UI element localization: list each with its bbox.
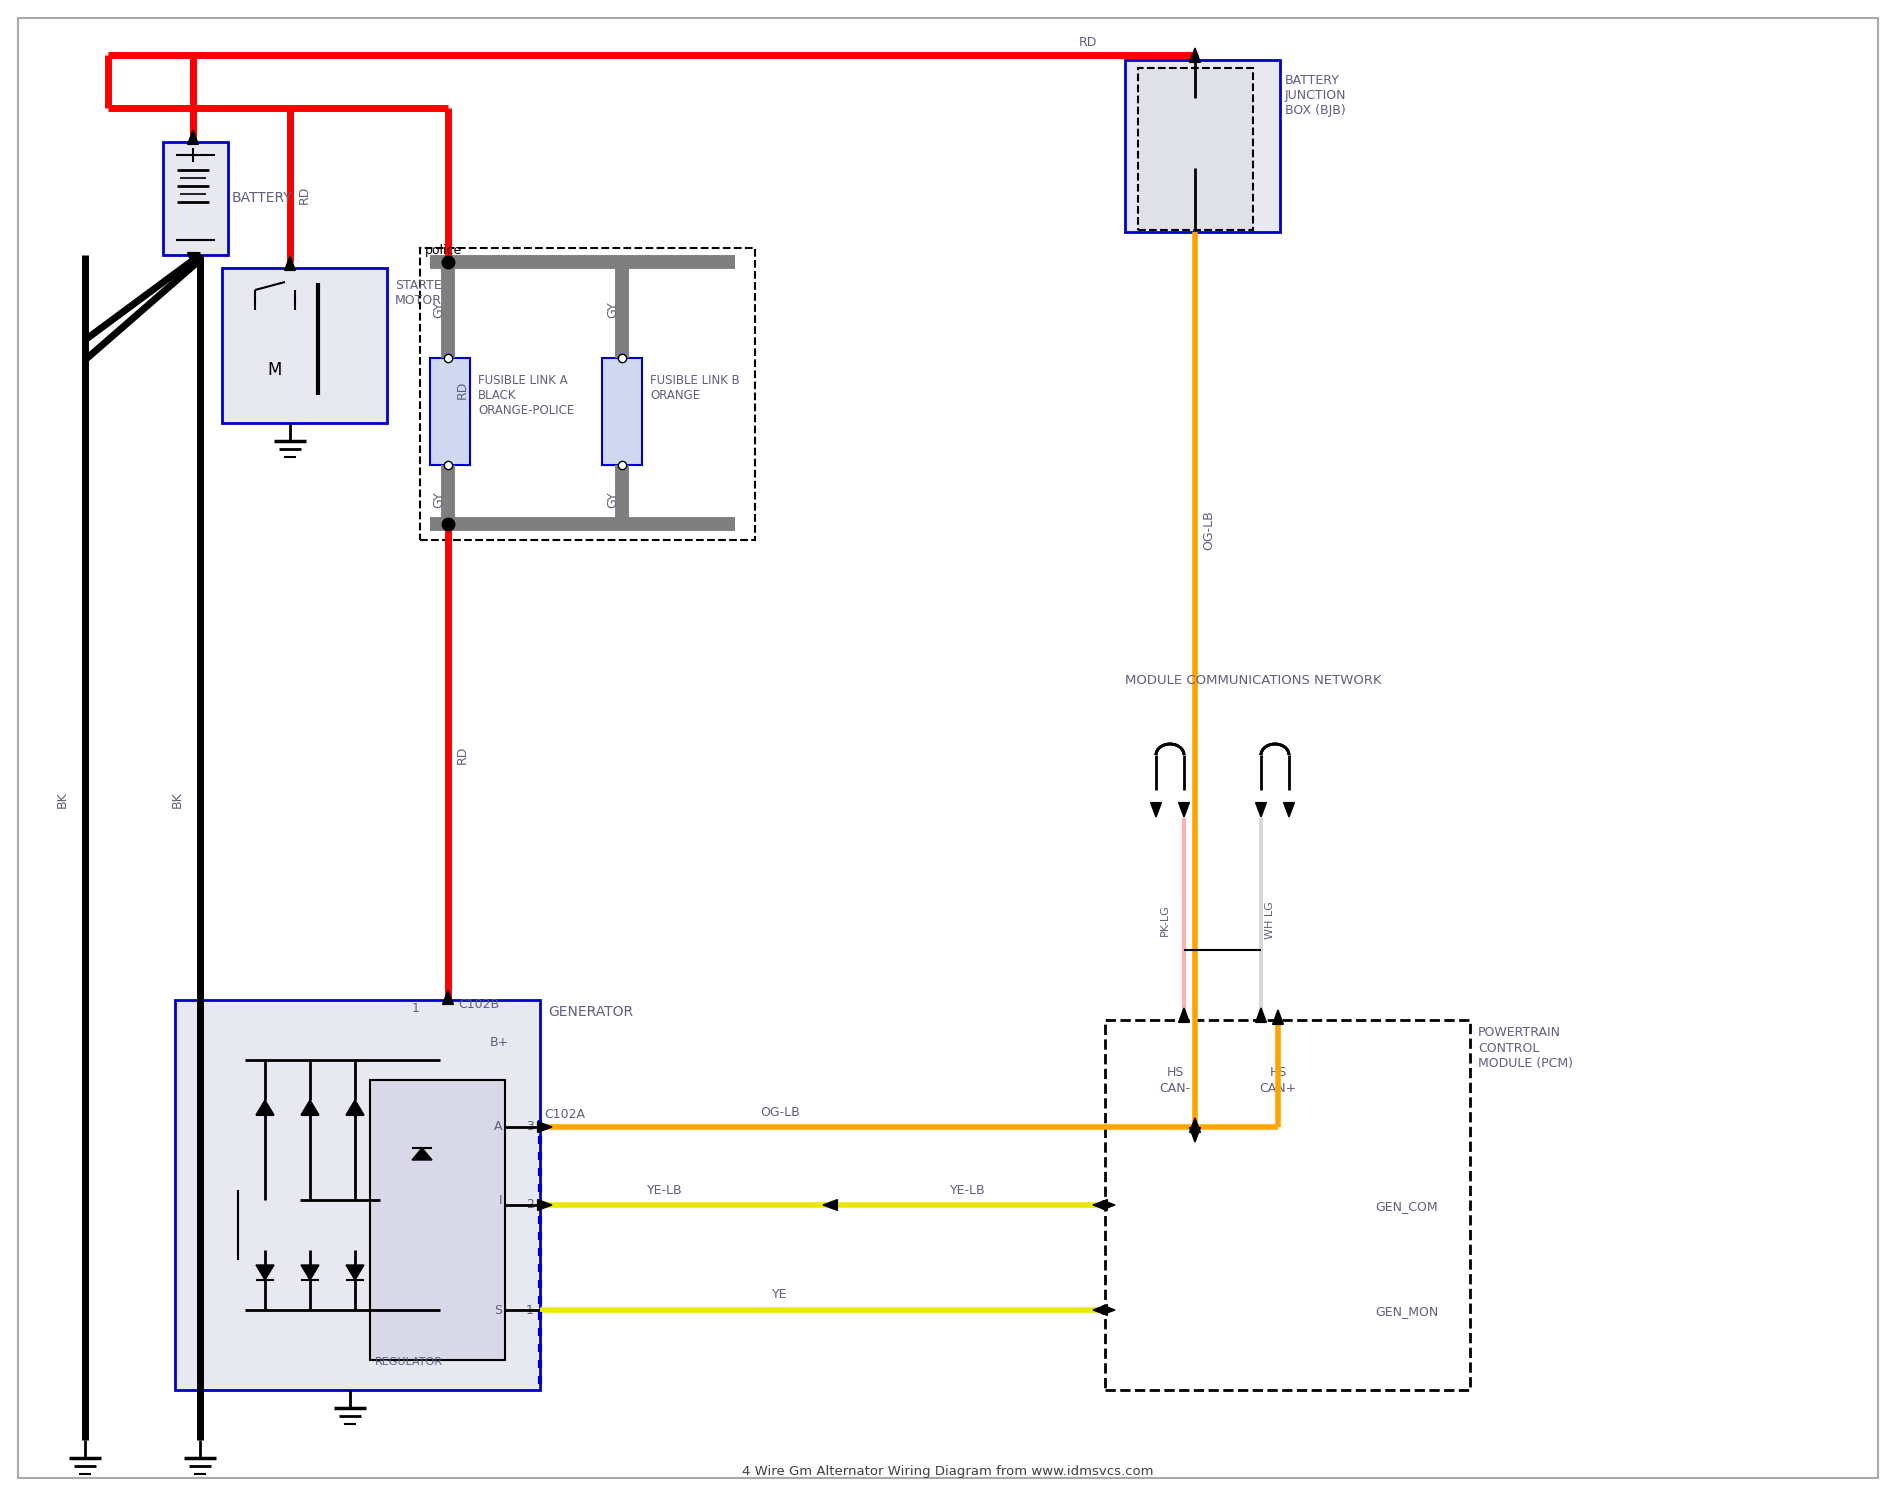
- Polygon shape: [256, 1266, 275, 1281]
- Bar: [1105, 1020, 1469, 1390]
- Text: 2: 2: [525, 1198, 535, 1212]
- Text: POWERTRAIN: POWERTRAIN: [1479, 1025, 1560, 1038]
- Text: B+: B+: [489, 1035, 510, 1049]
- Text: M: M: [267, 361, 283, 378]
- Text: YE-LB: YE-LB: [647, 1183, 683, 1197]
- Polygon shape: [411, 1147, 432, 1159]
- Text: JUNCTION: JUNCTION: [1285, 88, 1346, 102]
- Text: GENERATOR: GENERATOR: [548, 1005, 633, 1019]
- Bar: [1124, 60, 1280, 232]
- Polygon shape: [256, 1100, 275, 1115]
- Bar: [222, 268, 387, 423]
- Polygon shape: [1189, 1118, 1200, 1132]
- Polygon shape: [345, 1100, 364, 1115]
- Bar: [603, 358, 643, 465]
- Text: YE: YE: [772, 1288, 787, 1302]
- Text: CAN+: CAN+: [1259, 1082, 1297, 1095]
- Text: FUSIBLE LINK A: FUSIBLE LINK A: [478, 374, 567, 386]
- Polygon shape: [442, 990, 453, 1004]
- Polygon shape: [538, 1200, 552, 1210]
- Text: C102B: C102B: [459, 998, 499, 1011]
- Text: YE-LB: YE-LB: [950, 1183, 986, 1197]
- Text: MODULE (PCM): MODULE (PCM): [1479, 1058, 1574, 1071]
- Text: GY: GY: [432, 302, 446, 319]
- Bar: [370, 1080, 504, 1360]
- Text: STARTER: STARTER: [394, 278, 451, 292]
- Text: GY: GY: [607, 302, 618, 319]
- Text: ORANGE: ORANGE: [650, 389, 700, 401]
- Bar: [174, 999, 540, 1390]
- Text: OG-LB: OG-LB: [1202, 510, 1215, 551]
- Text: GEN_COM: GEN_COM: [1375, 1200, 1437, 1213]
- Polygon shape: [1092, 1305, 1107, 1315]
- Text: RD: RD: [457, 381, 468, 399]
- Polygon shape: [284, 256, 296, 271]
- Text: 1: 1: [525, 1303, 535, 1316]
- Text: GY: GY: [607, 492, 618, 509]
- Text: CONTROL: CONTROL: [1479, 1041, 1540, 1055]
- Text: police: police: [425, 244, 463, 256]
- Polygon shape: [1179, 802, 1189, 817]
- Bar: [1138, 67, 1253, 230]
- Text: 4 Wire Gm Alternator Wiring Diagram from www.idmsvcs.com: 4 Wire Gm Alternator Wiring Diagram from…: [741, 1466, 1155, 1478]
- Text: WH LG: WH LG: [1265, 901, 1274, 939]
- Text: RD: RD: [298, 186, 311, 203]
- Text: BK: BK: [171, 791, 184, 808]
- Text: OG-LB: OG-LB: [760, 1106, 800, 1119]
- Text: BK: BK: [55, 791, 68, 808]
- Polygon shape: [301, 1100, 319, 1115]
- Polygon shape: [1255, 1008, 1267, 1022]
- Polygon shape: [1092, 1200, 1107, 1210]
- Text: RD: RD: [457, 747, 468, 764]
- Text: RD: RD: [1079, 36, 1098, 48]
- Polygon shape: [1189, 48, 1200, 63]
- Text: FUSIBLE LINK B: FUSIBLE LINK B: [650, 374, 739, 386]
- Bar: [163, 142, 228, 254]
- Text: BLACK: BLACK: [478, 389, 516, 401]
- Text: GEN_MON: GEN_MON: [1375, 1306, 1439, 1318]
- Text: PK-LG: PK-LG: [1160, 904, 1170, 936]
- Text: BOX (BJB): BOX (BJB): [1285, 103, 1346, 117]
- Text: A: A: [493, 1121, 502, 1134]
- Text: I: I: [499, 1194, 502, 1206]
- Text: C102A: C102A: [544, 1109, 586, 1122]
- Polygon shape: [823, 1200, 838, 1210]
- Bar: [421, 248, 755, 540]
- Text: GY: GY: [432, 492, 446, 509]
- Polygon shape: [1103, 1306, 1115, 1315]
- Text: MODULE COMMUNICATIONS NETWORK: MODULE COMMUNICATIONS NETWORK: [1124, 673, 1382, 687]
- Polygon shape: [345, 1266, 364, 1281]
- Polygon shape: [301, 1266, 319, 1281]
- Text: HS: HS: [1268, 1065, 1287, 1079]
- Text: 1: 1: [411, 1001, 421, 1014]
- Text: ORANGE-POLICE: ORANGE-POLICE: [478, 404, 574, 416]
- Text: 3: 3: [525, 1121, 535, 1134]
- Text: REGULATOR: REGULATOR: [375, 1357, 444, 1367]
- Text: MOTOR: MOTOR: [394, 293, 442, 307]
- Text: BATTERY: BATTERY: [231, 191, 292, 205]
- Polygon shape: [1151, 802, 1162, 817]
- Polygon shape: [1189, 1128, 1200, 1141]
- Polygon shape: [538, 1122, 552, 1132]
- Polygon shape: [188, 130, 199, 145]
- Bar: [430, 358, 470, 465]
- Text: HS: HS: [1166, 1065, 1183, 1079]
- Text: CAN-: CAN-: [1160, 1082, 1191, 1095]
- Polygon shape: [1272, 1010, 1284, 1025]
- Polygon shape: [1284, 802, 1295, 817]
- Polygon shape: [1103, 1200, 1115, 1209]
- Polygon shape: [188, 253, 199, 266]
- Text: BATTERY: BATTERY: [1285, 73, 1340, 87]
- Polygon shape: [1179, 1008, 1189, 1022]
- Polygon shape: [1255, 802, 1267, 817]
- Text: S: S: [495, 1303, 502, 1316]
